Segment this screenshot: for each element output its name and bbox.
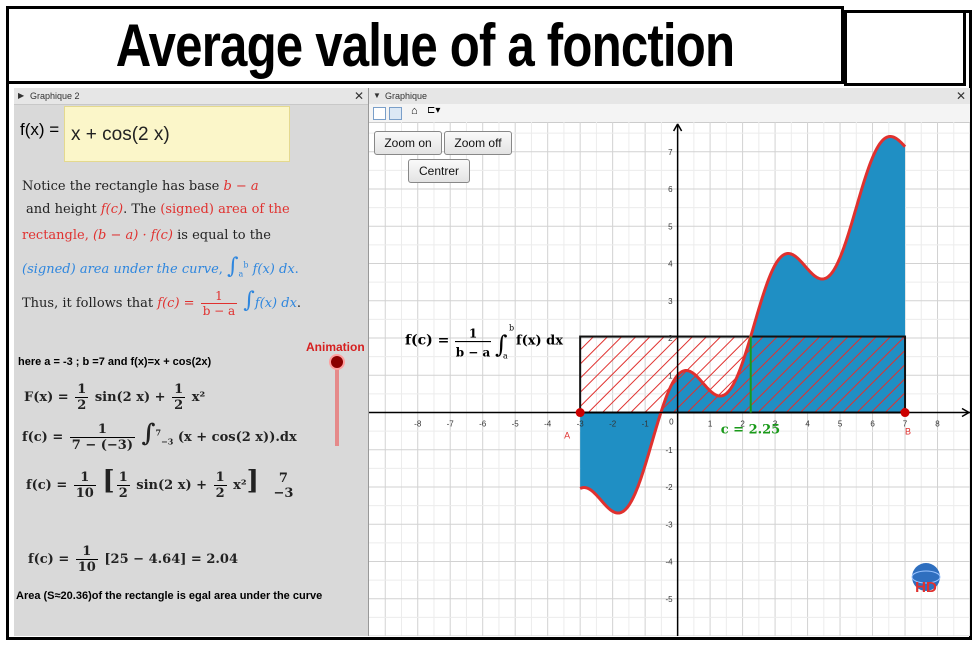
paragraph-line: (signed) area under the curve, ∫ab f(x) … xyxy=(22,254,299,279)
y-tick-label: 7 xyxy=(668,148,673,157)
graph-canvas[interactable]: -8 -7 -6 -5 -4 -3 -2 -1 1 2 3 4 5 6 7 8 -5 -4 -3 -2 -1 1 2 3 4 5 6… xyxy=(369,122,970,636)
y-tick-label: -4 xyxy=(665,558,673,567)
x-tick-label: -3 xyxy=(577,420,585,429)
integral-sign: ∫ xyxy=(495,331,508,359)
x-tick-label: -7 xyxy=(447,420,455,429)
expand-triangle-icon[interactable]: ▶ xyxy=(18,91,25,100)
graph-formula-lower: a xyxy=(503,352,508,361)
point-b xyxy=(900,408,910,418)
y-tick-label: 4 xyxy=(668,260,673,269)
graphics-panel: ▼ Graphique ✕ ⌂ ⊏▾ -8 -7 -6 -5 -4 -3 -2 -1 1 2 3 4 5… xyxy=(369,88,970,636)
x-tick-label: -8 xyxy=(414,420,422,429)
y-tick-label: 6 xyxy=(668,185,673,194)
hatched-rectangle xyxy=(580,336,906,413)
y-tick-label: -1 xyxy=(665,446,673,455)
zoom-on-button[interactable]: Zoom on xyxy=(374,131,442,155)
zoom-off-button[interactable]: Zoom off xyxy=(444,131,512,155)
panel-header-left: ▶ Graphique 2 ✕ xyxy=(14,88,368,105)
x-tick-label: -1 xyxy=(642,420,650,429)
x-tick-label: 7 xyxy=(903,420,908,429)
fx-label: f(x) = xyxy=(20,120,60,139)
x-tick-label: -5 xyxy=(512,420,520,429)
graph-formula-numerator: 1 xyxy=(469,327,477,341)
y-tick-label: 1 xyxy=(668,371,673,380)
x-tick-label: 2 xyxy=(740,420,745,429)
x-tick-label: 1 xyxy=(708,420,713,429)
grid-toggle-icon[interactable] xyxy=(389,107,402,120)
x-tick-label: -6 xyxy=(479,420,487,429)
function-input[interactable]: x + cos(2 x) xyxy=(64,106,290,162)
y-tick-label: 5 xyxy=(668,222,673,231)
area-under-curve xyxy=(580,136,906,514)
function-curve xyxy=(579,134,907,515)
x-tick-label: -2 xyxy=(609,420,617,429)
point-b-label: B xyxy=(905,427,911,437)
x-tick-label: 6 xyxy=(870,420,875,429)
centrer-button[interactable]: Centrer xyxy=(408,159,470,183)
close-icon[interactable]: ✕ xyxy=(353,89,364,103)
expand-triangle-icon[interactable]: ▼ xyxy=(373,91,381,100)
close-icon[interactable]: ✕ xyxy=(955,89,966,103)
globe-logo-icon xyxy=(912,563,940,591)
y-tick-label: -2 xyxy=(665,483,673,492)
animation-label: Animation xyxy=(306,340,365,354)
y-tick-label: 3 xyxy=(668,297,673,306)
y-axis-arrow xyxy=(672,123,683,132)
panel-title: Graphique 2 xyxy=(30,91,80,101)
paragraph-line: Notice the rectangle has base b − a xyxy=(22,179,259,194)
x-tick-label: 8 xyxy=(935,420,940,429)
animation-slider-knob[interactable] xyxy=(329,354,345,370)
parameters-line: here a = -3 ; b =7 and f(x)=x + cos(2x) xyxy=(18,356,212,368)
graphics-toolbar: ⌂ ⊏▾ xyxy=(369,104,970,123)
panel-header-right: ▼ Graphique ✕ xyxy=(369,88,970,105)
paragraph-line: and height f(c). The (signed) area of th… xyxy=(26,202,290,217)
point-a xyxy=(575,408,585,418)
y-tick-label: -3 xyxy=(665,520,673,529)
graph-formula-upper: b xyxy=(509,324,514,333)
y-tick-label: -5 xyxy=(665,595,673,604)
paragraph-line: rectangle, (b − a) · f(c) is equal to th… xyxy=(22,228,271,243)
graph-formula-denominator: b − a xyxy=(456,346,491,360)
globe-logo-icon xyxy=(911,570,941,584)
x-tick-label: 3 xyxy=(773,420,778,429)
logo-text: HD xyxy=(915,579,937,596)
x-tick-label: 5 xyxy=(838,420,843,429)
page-title: Average value of a fonction xyxy=(115,12,735,79)
style-dropdown-icon[interactable]: ⊏▾ xyxy=(427,105,441,116)
home-icon[interactable]: ⌂ xyxy=(411,105,418,117)
x-tick-label: -4 xyxy=(544,420,552,429)
c-label: c = 2.25 xyxy=(721,423,781,438)
panel-title: Graphique xyxy=(385,91,428,101)
x-axis-arrow xyxy=(961,407,970,418)
title-box: Average value of a fonction xyxy=(6,6,844,84)
layout-icon[interactable] xyxy=(373,107,386,120)
graph-formula-lhs: f(c) = xyxy=(405,333,449,349)
mean-value-result: f(c) = 1 10 [25 − 4.64] = 2.04 xyxy=(28,544,238,575)
x-tick-label: 4 xyxy=(805,420,810,429)
origin-label: 0 xyxy=(669,418,674,427)
animation-slider-track[interactable] xyxy=(335,356,339,446)
graph-formula-body: f(x) dx xyxy=(516,334,563,349)
point-a-label: A xyxy=(564,431,570,441)
algebra-panel: ▶ Graphique 2 ✕ f(x) = x + cos(2 x) Noti… xyxy=(14,88,369,636)
title-blank-box xyxy=(844,10,966,86)
area-conclusion: Area (S≈20.36)of the rectangle is egal a… xyxy=(16,590,323,602)
y-tick-label: 2 xyxy=(668,334,673,343)
